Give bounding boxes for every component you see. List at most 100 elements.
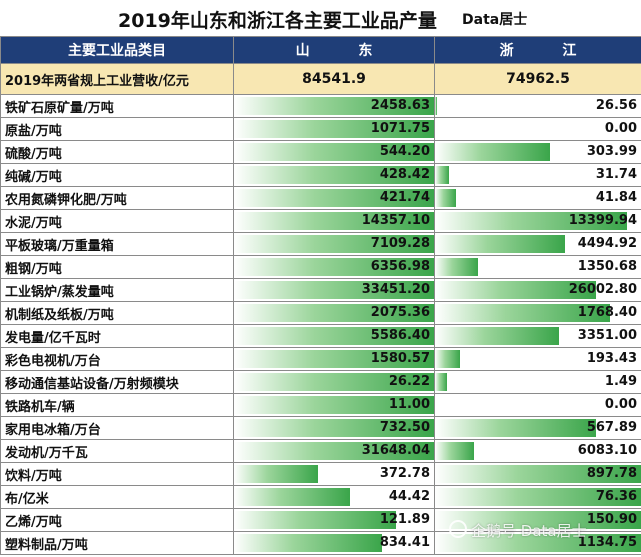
value-text-zhejiang: 897.78 [586, 466, 637, 481]
value-text-zhejiang: 6083.10 [577, 443, 637, 458]
data-bar-shandong [234, 396, 434, 414]
value-text-shandong: 834.41 [379, 535, 430, 550]
value-text-zhejiang: 13399.94 [568, 213, 637, 228]
data-bar-zhejiang [435, 258, 479, 276]
table-row: 布/亿米 44.42 76.36 [0, 485, 641, 509]
row-value-zhejiang: 567.89 [434, 416, 641, 440]
row-value-shandong: 11.00 [233, 393, 435, 417]
table-row: 发电量/亿千瓦时 5586.40 3351.00 [0, 324, 641, 348]
data-bar-zhejiang [435, 442, 475, 460]
row-value-shandong: 7109.28 [233, 232, 435, 256]
row-value-zhejiang: 1.49 [434, 370, 641, 394]
row-value-zhejiang: 303.99 [434, 140, 641, 164]
row-category: 平板玻璃/万重量箱 [0, 232, 234, 256]
data-bar-zhejiang [435, 235, 565, 253]
penguin-icon [449, 520, 467, 538]
row-category: 工业锅炉/蒸发量吨 [0, 278, 234, 302]
header-row: 主要工业品类目 山 东 浙 江 [0, 36, 641, 64]
data-bar-zhejiang [435, 488, 641, 506]
row-value-zhejiang: 13399.94 [434, 209, 641, 233]
row-value-shandong: 44.42 [233, 485, 435, 509]
data-bar-zhejiang [435, 511, 641, 529]
table-row: 塑料制品/万吨 834.41 1134.75 [0, 531, 641, 555]
row-value-zhejiang: 26002.80 [434, 278, 641, 302]
data-bar-shandong [234, 373, 434, 391]
row-value-zhejiang: 4494.92 [434, 232, 641, 256]
value-text-zhejiang: 31.74 [595, 167, 637, 182]
value-text-shandong: 372.78 [379, 466, 430, 481]
data-bar-zhejiang [435, 166, 450, 184]
data-bar-zhejiang [435, 189, 456, 207]
value-text-shandong: 428.42 [379, 167, 430, 182]
table-row: 彩色电视机/万台 1580.57 193.43 [0, 347, 641, 371]
value-text-shandong: 2458.63 [370, 98, 430, 113]
data-bar-shandong [234, 488, 350, 506]
row-value-zhejiang: 1134.75 [434, 531, 641, 555]
data-bar-zhejiang [435, 419, 596, 437]
value-text-zhejiang: 26.56 [595, 98, 637, 113]
data-bar-shandong [234, 143, 434, 161]
value-text-shandong: 544.20 [379, 144, 430, 159]
row-value-zhejiang: 6083.10 [434, 439, 641, 463]
watermark: 企鹅号 Data居士 [449, 520, 587, 541]
value-text-zhejiang: 4494.92 [577, 236, 637, 251]
data-bar-shandong [234, 120, 434, 138]
row-value-shandong: 372.78 [233, 462, 435, 486]
row-category: 铁矿石原矿量/万吨 [0, 94, 234, 118]
row-value-shandong: 421.74 [233, 186, 435, 210]
table-row: 农用氮磷钾化肥/万吨 421.74 41.84 [0, 186, 641, 210]
row-value-zhejiang: 897.78 [434, 462, 641, 486]
data-bar-zhejiang [435, 350, 460, 368]
value-text-zhejiang: 1768.40 [577, 305, 637, 320]
value-text-shandong: 31648.04 [361, 443, 430, 458]
row-value-shandong: 26.22 [233, 370, 435, 394]
row-value-zhejiang: 193.43 [434, 347, 641, 371]
data-bar-shandong [234, 166, 434, 184]
data-bar-shandong [234, 419, 434, 437]
data-bar-shandong [234, 511, 396, 529]
row-category: 机制纸及纸板/万吨 [0, 301, 234, 325]
data-bar-zhejiang [435, 97, 438, 115]
row-value-shandong: 544.20 [233, 140, 435, 164]
value-text-shandong: 33451.20 [361, 282, 430, 297]
value-text-zhejiang: 193.43 [586, 351, 637, 366]
row-category: 硫酸/万吨 [0, 140, 234, 164]
table-row: 水泥/万吨 14357.10 13399.94 [0, 209, 641, 233]
row-category: 发电量/亿千瓦时 [0, 324, 234, 348]
row-value-zhejiang: 0.00 [434, 117, 641, 141]
table-row: 铁路机车/辆 11.00 0.00 [0, 393, 641, 417]
value-text-shandong: 1071.75 [370, 121, 430, 136]
table-row: 工业锅炉/蒸发量吨 33451.20 26002.80 [0, 278, 641, 302]
table-row: 机制纸及纸板/万吨 2075.36 1768.40 [0, 301, 641, 325]
value-text-shandong: 26.22 [388, 374, 430, 389]
data-bar-zhejiang [435, 373, 448, 391]
row-value-shandong: 834.41 [233, 531, 435, 555]
row-value-zhejiang: 1768.40 [434, 301, 641, 325]
value-text-zhejiang: 3351.00 [577, 328, 637, 343]
value-text-shandong: 6356.98 [370, 259, 430, 274]
row-value-zhejiang: 41.84 [434, 186, 641, 210]
data-bar-zhejiang [435, 281, 596, 299]
data-bar-shandong [234, 327, 434, 345]
row-category: 原盐/万吨 [0, 117, 234, 141]
row-value-zhejiang: 26.56 [434, 94, 641, 118]
table-row: 硫酸/万吨 544.20 303.99 [0, 140, 641, 164]
row-value-shandong: 428.42 [233, 163, 435, 187]
row-category: 农用氮磷钾化肥/万吨 [0, 186, 234, 210]
page-title: 2019年山东和浙江各主要工业品产量 [118, 10, 437, 32]
value-text-zhejiang: 41.84 [595, 190, 637, 205]
row-value-zhejiang: 1350.68 [434, 255, 641, 279]
value-text-shandong: 2075.36 [370, 305, 430, 320]
value-text-shandong: 14357.10 [361, 213, 430, 228]
row-value-shandong: 121.89 [233, 508, 435, 532]
column-header-shandong: 山 东 [233, 36, 435, 64]
data-bar-zhejiang [435, 327, 559, 345]
row-value-shandong: 2458.63 [233, 94, 435, 118]
data-bar-shandong [234, 235, 434, 253]
value-text-zhejiang: 1350.68 [577, 259, 637, 274]
data-bar-shandong [234, 97, 434, 115]
table-row: 发动机/万千瓦 31648.04 6083.10 [0, 439, 641, 463]
value-text-zhejiang: 567.89 [586, 420, 637, 435]
row-value-shandong: 1580.57 [233, 347, 435, 371]
data-bar-shandong [234, 258, 434, 276]
